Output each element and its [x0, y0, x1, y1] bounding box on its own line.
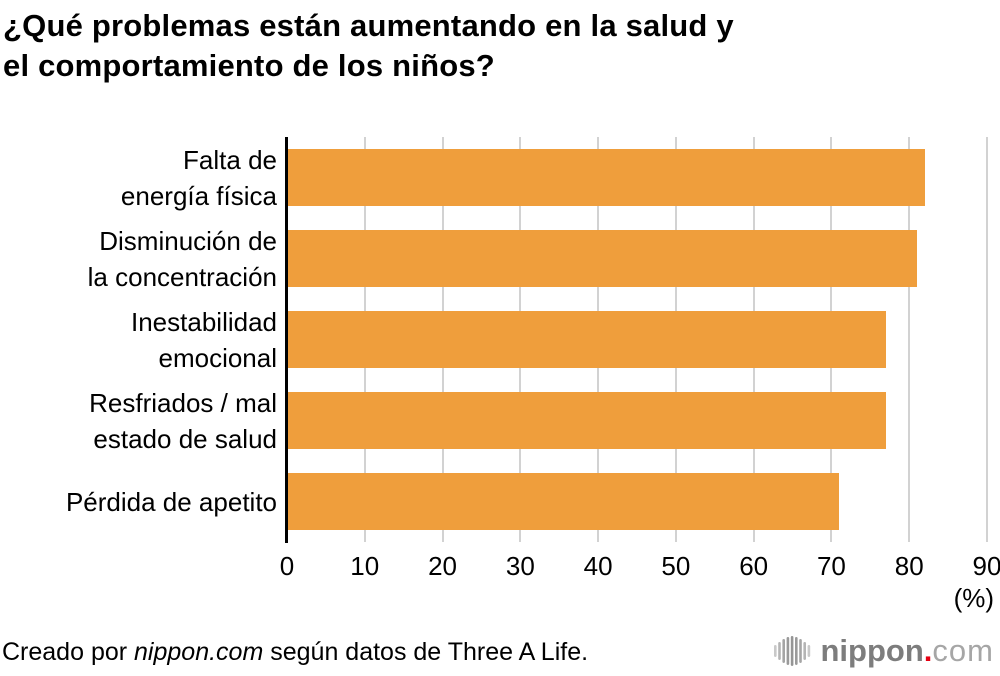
x-tick-30: 30	[505, 551, 535, 581]
bar-4	[287, 473, 840, 530]
credit-line: Creado por nippon.com según datos de Thr…	[2, 638, 588, 667]
x-tick-80: 80	[894, 551, 924, 581]
category-label-4: Pérdida de apetito	[65, 486, 277, 517]
gridline-80	[908, 137, 911, 542]
logo-dot: .	[923, 633, 933, 668]
x-axis-ticks: 0 10 20 30 40 50 60 70 80 90	[280, 551, 1000, 581]
chart-title: ¿Qué problemas están aumentando en la sa…	[3, 8, 734, 83]
x-tick-40: 40	[583, 551, 613, 581]
bar-3	[287, 392, 886, 449]
x-tick-70: 70	[816, 551, 846, 581]
plot-area	[287, 137, 988, 542]
bar-2	[287, 311, 886, 368]
x-tick-0: 0	[279, 551, 295, 581]
credit-site: nippon.com	[134, 638, 264, 666]
logo-tld: com	[932, 633, 994, 668]
nippon-logo-text: nippon . com	[821, 633, 995, 669]
waveform-bars-icon	[773, 636, 810, 666]
bar-1	[287, 230, 917, 287]
x-tick-90: 90	[972, 551, 1000, 581]
nippon-logo: nippon . com	[773, 629, 995, 673]
credit-suffix: según datos de Three A Life.	[263, 638, 589, 666]
category-label-0: Falta de energía física	[120, 144, 277, 211]
y-axis-line	[285, 137, 288, 543]
category-label-2: Inestabilidad emocional	[131, 306, 277, 373]
bar-0	[287, 149, 925, 206]
category-label-1: Disminución de la concentración	[87, 225, 277, 292]
x-tick-50: 50	[661, 551, 691, 581]
category-label-3: Resfriados / mal estado de salud	[89, 387, 277, 454]
x-tick-10: 10	[350, 551, 380, 581]
logo-name: nippon	[820, 633, 924, 668]
x-tick-20: 20	[428, 551, 458, 581]
credit-prefix: Creado por	[2, 638, 135, 666]
x-tick-60: 60	[739, 551, 769, 581]
x-axis-unit-label: (%)	[953, 583, 994, 613]
category-labels: Falta de energía física Disminución de la…	[0, 137, 277, 542]
gridline-90	[986, 137, 988, 542]
